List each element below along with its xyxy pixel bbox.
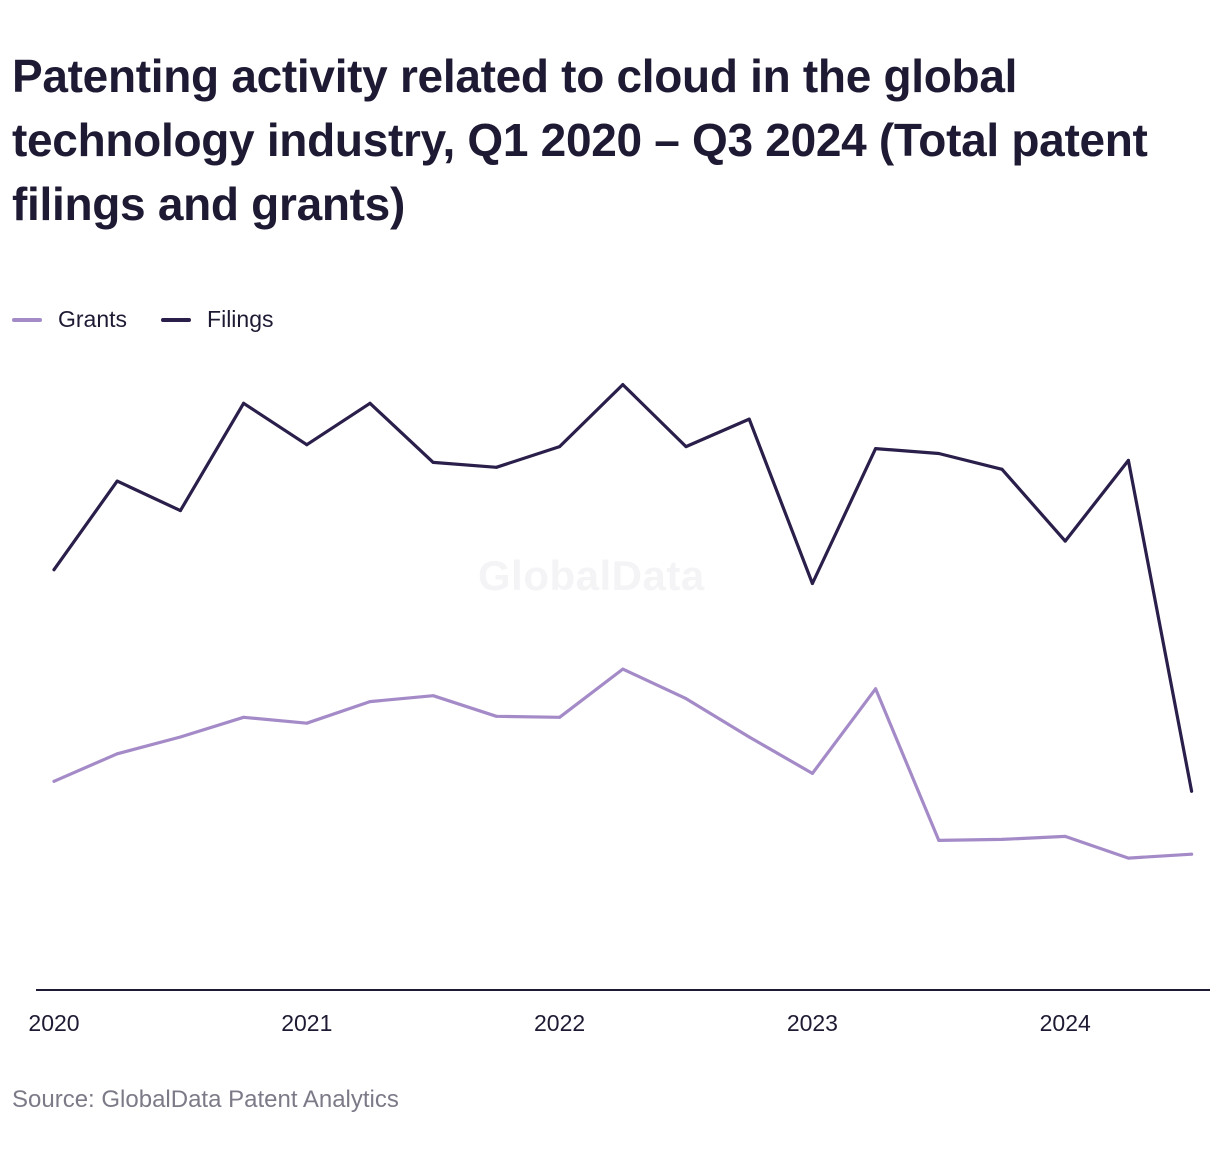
x-tick-label: 2023 — [787, 1010, 838, 1036]
data-point-grants — [684, 697, 688, 701]
data-point-filings — [558, 445, 562, 449]
data-point-filings — [621, 383, 625, 387]
data-point-filings — [874, 447, 878, 451]
data-point-filings — [1000, 467, 1004, 471]
data-point-grants — [874, 687, 878, 691]
data-point-filings — [684, 445, 688, 449]
series-line-filings — [52, 383, 1194, 793]
data-point-filings — [178, 509, 182, 513]
x-tick-label: 2022 — [534, 1010, 585, 1036]
data-point-filings — [494, 465, 498, 469]
data-point-grants — [494, 714, 498, 718]
data-point-filings — [747, 417, 751, 421]
chart-title: Patenting activity related to cloud in t… — [12, 50, 1148, 230]
legend-label-filings: Filings — [207, 306, 274, 332]
line-chart: 2020 2021 2022 2023 2024 — [28, 383, 1210, 1036]
data-point-filings — [431, 460, 435, 464]
legend-item-grants: Grants — [12, 306, 127, 333]
source-note: Source: GlobalData Patent Analytics — [12, 1086, 399, 1113]
data-point-filings — [305, 443, 309, 447]
data-point-grants — [1190, 852, 1194, 856]
data-point-filings — [1063, 539, 1067, 543]
legend-label-grants: Grants — [58, 306, 128, 332]
data-point-filings — [1126, 458, 1130, 462]
legend-swatch-filings — [161, 317, 192, 322]
watermark: GlobalData — [478, 552, 705, 599]
x-tick-label: 2020 — [28, 1010, 79, 1036]
data-point-grants — [937, 838, 941, 842]
data-point-grants — [242, 715, 246, 719]
data-point-filings — [115, 479, 119, 483]
data-point-grants — [52, 779, 56, 783]
legend-swatch-grants — [12, 317, 42, 322]
data-point-grants — [1126, 856, 1130, 860]
data-point-grants — [810, 771, 814, 775]
data-point-filings — [937, 452, 941, 455]
legend: Grants Filings — [12, 306, 308, 333]
data-point-grants — [305, 721, 309, 725]
data-point-grants — [747, 735, 751, 739]
data-point-filings — [52, 568, 56, 572]
data-point-grants — [431, 694, 435, 698]
x-tick-label: 2024 — [1040, 1010, 1091, 1036]
data-point-filings — [1190, 789, 1194, 793]
data-point-filings — [368, 401, 372, 405]
data-point-grants — [115, 752, 119, 756]
legend-item-filings: Filings — [161, 306, 274, 333]
data-point-grants — [1063, 834, 1067, 838]
series-line-grants — [52, 667, 1194, 860]
data-point-grants — [621, 667, 625, 671]
data-point-grants — [1000, 837, 1004, 841]
data-point-grants — [558, 715, 562, 719]
data-point-grants — [368, 700, 372, 704]
x-tick-label: 2021 — [281, 1010, 332, 1036]
data-point-grants — [178, 735, 182, 739]
data-point-filings — [810, 582, 814, 585]
data-point-filings — [242, 401, 246, 405]
